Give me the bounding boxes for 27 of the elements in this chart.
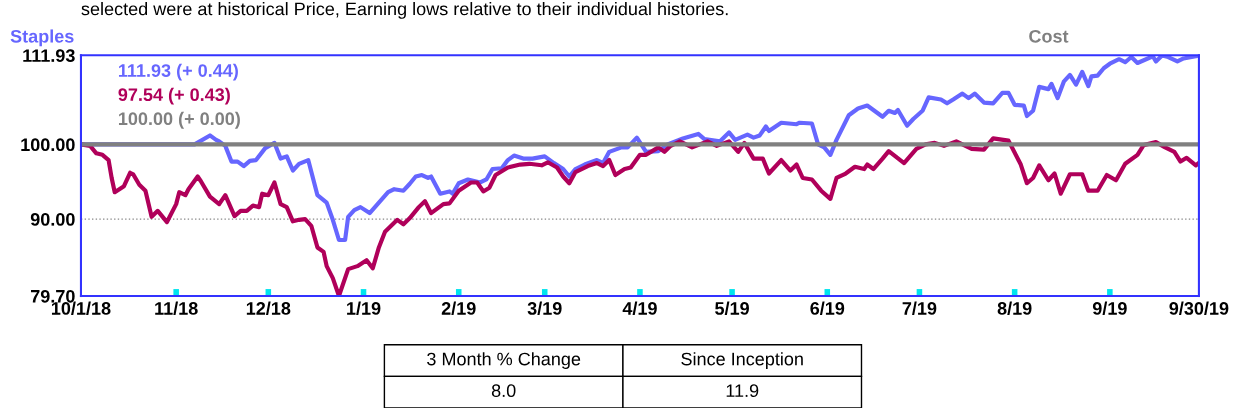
y-tick-label: 100.00 <box>21 138 75 152</box>
x-tick-label: 2/19 <box>441 301 476 316</box>
x-tick-label: 8/19 <box>997 301 1032 316</box>
text: Staples <box>10 29 74 47</box>
annotation: 97.54 (+ 0.43) <box>118 87 230 105</box>
x-tick-label: 12/18 <box>246 301 291 316</box>
text: 3 Month % Change <box>427 352 581 369</box>
x-tick-label: 6/19 <box>810 301 845 316</box>
text: 8.0 <box>491 384 516 398</box>
y-tick-label: 111.93 <box>23 49 75 63</box>
chart-title: selected were at historical Price, Earning lows relative to their individual histories. <box>81 2 728 19</box>
x-tick-label: 5/19 <box>715 301 749 316</box>
annotation: 100.00 (+ 0.00) <box>118 111 240 129</box>
y-tick-label: 79.70 <box>31 289 75 303</box>
x-tick-label: 10/1/18 <box>51 301 111 316</box>
x-tick-label: 9/19 <box>1092 301 1127 316</box>
annotation: 111.93 (+ 0.44) <box>118 63 238 81</box>
x-tick-label: 11/18 <box>155 301 198 316</box>
text: 11.9 <box>726 384 759 398</box>
x-tick-label: 7/19 <box>902 301 937 316</box>
x-tick-label: 1/19 <box>347 301 381 316</box>
text: Since Inception <box>681 352 803 369</box>
x-tick-label: 3/19 <box>527 301 562 316</box>
text: Cost <box>1029 29 1069 43</box>
x-tick-label: 9/30/19 <box>1169 301 1229 316</box>
x-tick-label: 4/19 <box>622 301 657 316</box>
y-tick-label: 90.00 <box>30 213 75 226</box>
